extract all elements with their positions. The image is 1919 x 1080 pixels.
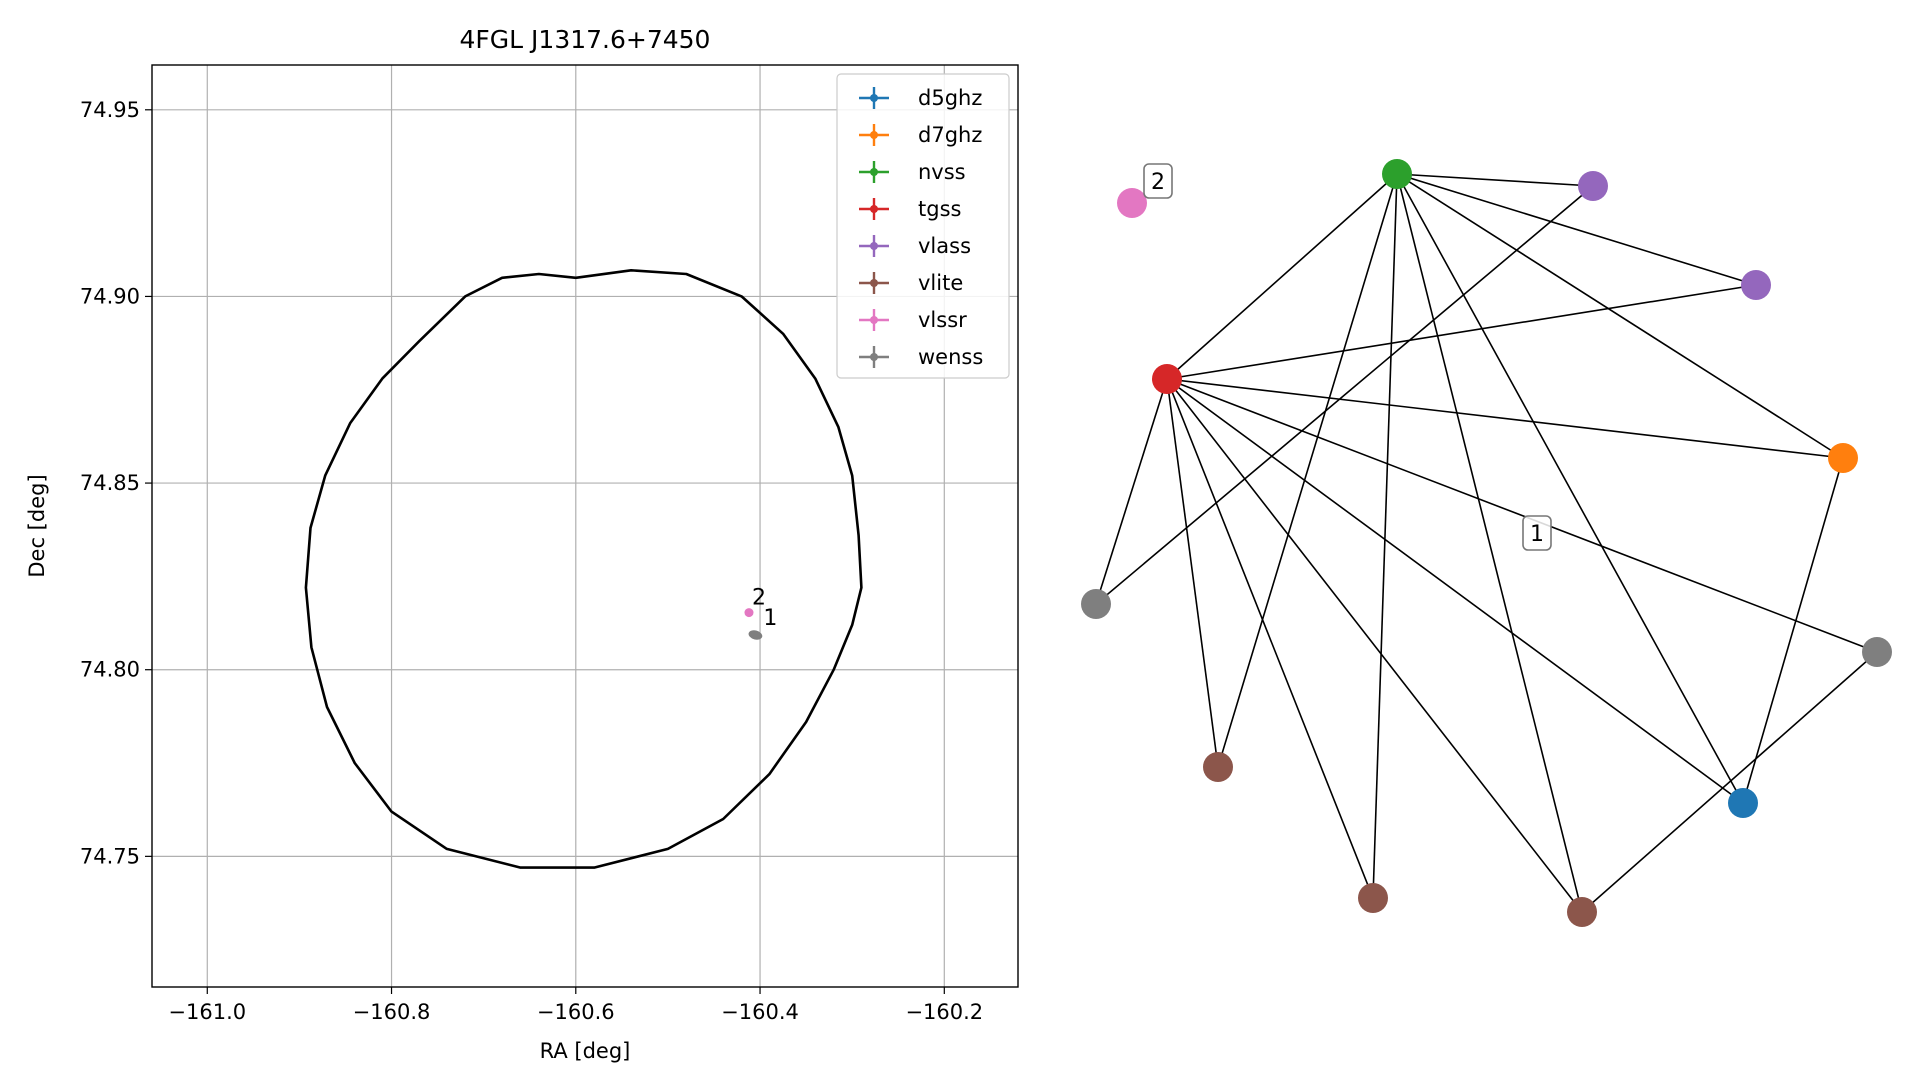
graph-edge [1396,173,1844,459]
y-tick-label: 74.95 [80,98,140,122]
graph-node-wenss_l [1081,589,1111,619]
x-tick-label: −160.8 [353,1000,431,1024]
graph-node-wenss_r [1862,637,1892,667]
graph-edge [1166,378,1878,653]
uncertainty-ellipse [304,268,863,869]
graph-edge [1396,173,1744,804]
graph-edge [1166,378,1583,913]
x-tick-label: −161.0 [168,1000,246,1024]
legend-dot-vlass [870,242,878,250]
graph-edge [1095,185,1594,605]
point-label: 2 [752,586,766,611]
axis-ticks: −161.0 −160.8 −160.6 −160.4 −160.2 74.75 74.80… [80,98,983,1024]
graph-edge [1166,173,1398,380]
y-axis-label: Dec [deg] [25,474,49,577]
data-point-wenss [748,630,763,640]
annotation-label: 1 [1530,522,1544,547]
legend-label-tgss: tgss [918,197,961,221]
graph-node-vlite_l [1203,752,1233,782]
graph-node-vlass_a [1578,171,1608,201]
annotation-label: 2 [1151,170,1165,195]
plot-frame [151,64,1019,988]
graph-edge [1396,173,1594,187]
legend-label-d5ghz: d5ghz [918,86,982,110]
graph-edge [1581,651,1878,913]
graph-edge [1166,378,1219,768]
x-tick-label: −160.6 [537,1000,615,1024]
y-tick-label: 74.85 [80,471,140,495]
y-tick-label: 74.80 [80,658,140,682]
legend-dot-tgss [870,205,878,213]
y-tick-label: 74.90 [80,284,140,308]
graph-edges [1095,173,1878,913]
graph-edge [1166,378,1844,459]
graph-nodes [1081,159,1892,927]
graph-node-nvss [1382,159,1412,189]
radio-position-chart: 21 −161.0 −160.8 −160.6 −160.4 −160.2 74.75 74… [25,25,1019,1063]
graph-edge [1396,173,1583,913]
legend-dot-nvss [870,168,878,176]
x-tick-label: −160.4 [721,1000,799,1024]
legend-label-wenss: wenss [918,345,983,369]
x-tick-label: −160.2 [905,1000,983,1024]
legend-dot-vlite [870,279,878,287]
chart-title: 4FGL J1317.6+7450 [460,25,711,54]
graph-node-d5ghz [1728,788,1758,818]
graph-edge [1396,173,1757,286]
annotation-box [1143,163,1173,199]
graph-node-vlssr [1117,188,1147,218]
source-points: 21 [744,586,777,640]
graph-edge [1166,378,1744,804]
graph-node-tgss [1152,364,1182,394]
point-label: 1 [763,606,777,631]
x-axis-label: RA [deg] [540,1039,631,1063]
legend-label-vlite: vlite [918,271,963,295]
graph-edge [1742,457,1844,804]
graph-node-d7ghz [1828,443,1858,473]
legend-dot-d7ghz [870,131,878,139]
graph-node-vlite_r [1567,897,1597,927]
legend-dot-wenss [870,353,878,361]
error-ellipse [304,268,863,869]
legend-label-d7ghz: d7ghz [918,123,982,147]
y-tick-label: 74.75 [80,844,140,868]
network-graph: 12 [1081,159,1892,927]
legend-dot-vlssr [870,316,878,324]
graph-edge [1372,173,1398,899]
legend-label-vlass: vlass [918,234,971,258]
graph-node-vlite_m [1358,883,1388,913]
annotation-box [1522,515,1552,551]
legend-box [836,73,1010,379]
graph-edge [1095,378,1168,605]
graph-edge [1166,378,1374,899]
graph-edge [1217,173,1398,768]
graph-edge [1166,284,1757,380]
legend: d5ghz d7ghz nvss tgss vlass vlite vlssr wenss [836,73,1010,379]
graph-annotations: 12 [1143,163,1552,551]
legend-dot-d5ghz [870,94,878,102]
data-point-vlssr [744,608,754,618]
legend-label-nvss: nvss [918,160,966,184]
legend-label-vlssr: vlssr [918,308,967,332]
graph-node-vlass_b [1741,270,1771,300]
